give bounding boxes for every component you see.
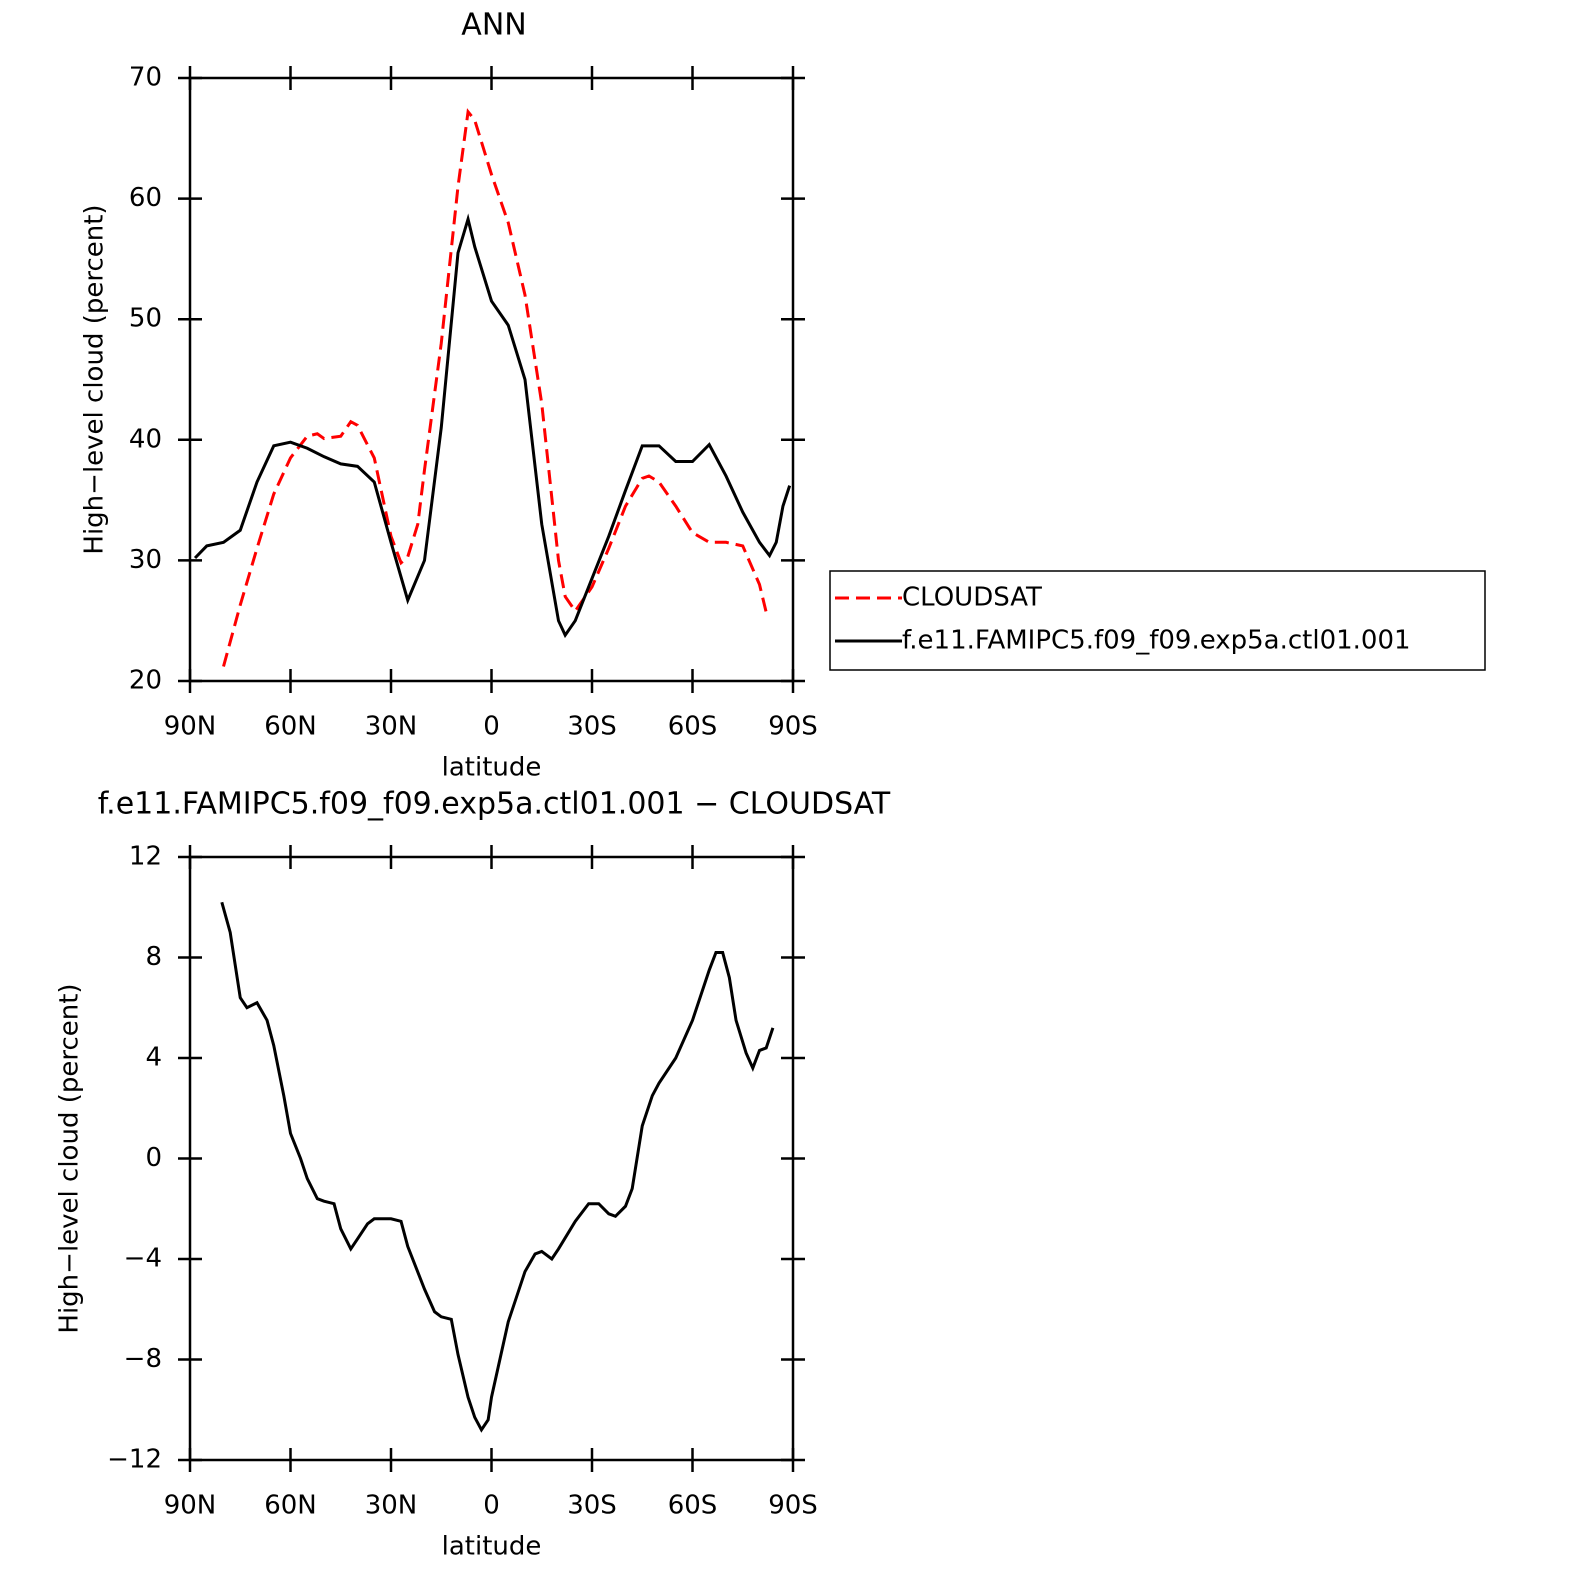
x-tick-label: 60S — [668, 1491, 718, 1521]
legend-label: CLOUDSAT — [902, 583, 1042, 613]
chart-title: f.e11.FAMIPC5.f09_f09.exp5a.ctl01.001 − … — [98, 787, 891, 822]
x-axis-label: latitude — [442, 1532, 542, 1562]
y-axis-label: High−level cloud (percent) — [80, 204, 110, 554]
x-tick-label: 0 — [483, 712, 500, 742]
y-axis-label: High−level cloud (percent) — [55, 983, 85, 1333]
data-line — [220, 901, 775, 1433]
x-axis-label: latitude — [442, 753, 542, 783]
x-tick-label: 90N — [164, 1491, 217, 1521]
y-tick-label: 60 — [129, 183, 162, 213]
y-tick-label: −8 — [124, 1344, 162, 1374]
x-tick-label: 90N — [164, 712, 217, 742]
x-tick-label: 30N — [365, 712, 418, 742]
x-tick-label: 60N — [264, 712, 317, 742]
data-line — [193, 213, 792, 639]
y-tick-label: 4 — [145, 1043, 162, 1073]
y-tick-label: 20 — [129, 666, 162, 696]
y-tick-label: 70 — [129, 63, 162, 93]
x-tick-label: 90S — [768, 1491, 818, 1521]
x-tick-label: 60N — [264, 1491, 317, 1521]
y-tick-label: 12 — [129, 842, 162, 872]
y-tick-label: 30 — [129, 545, 162, 575]
x-tick-label: 30S — [567, 712, 617, 742]
plot-frame — [188, 76, 795, 683]
x-tick-label: 30S — [567, 1491, 617, 1521]
y-tick-label: −12 — [107, 1445, 162, 1475]
legend-label: f.e11.FAMIPC5.f09_f09.exp5a.ctl01.001 — [902, 626, 1411, 656]
y-tick-label: 0 — [145, 1143, 162, 1173]
x-tick-label: 90S — [768, 712, 818, 742]
x-tick-label: 60S — [668, 712, 718, 742]
y-tick-label: 40 — [129, 424, 162, 454]
chart-title: ANN — [461, 8, 526, 43]
data-line — [222, 108, 768, 667]
plot-frame — [188, 855, 795, 1462]
x-tick-label: 30N — [365, 1491, 418, 1521]
y-tick-label: 50 — [129, 304, 162, 334]
x-tick-label: 0 — [483, 1491, 500, 1521]
y-tick-label: 8 — [145, 942, 162, 972]
y-tick-label: −4 — [124, 1244, 162, 1274]
legend-box — [829, 570, 1486, 671]
